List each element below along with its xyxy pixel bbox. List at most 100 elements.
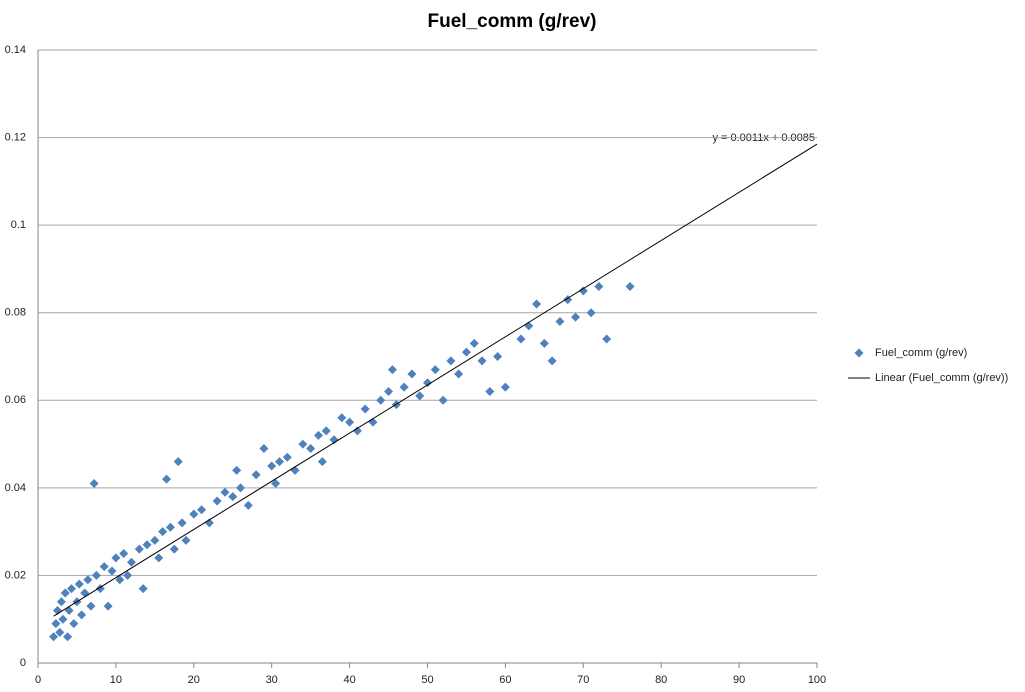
- point: [126, 557, 136, 567]
- y-tick-label: 0.14: [5, 44, 26, 56]
- point: [317, 457, 327, 467]
- x-tick-label: 100: [808, 674, 826, 686]
- point: [173, 457, 183, 467]
- point: [228, 492, 238, 502]
- point: [282, 452, 292, 462]
- point: [220, 487, 230, 497]
- point: [66, 584, 76, 594]
- point: [555, 316, 565, 326]
- x-tick-label: 10: [110, 674, 122, 686]
- y-tick-label: 0.08: [5, 307, 26, 319]
- x-tick-label: 40: [343, 674, 355, 686]
- point: [103, 601, 113, 611]
- point: [123, 570, 133, 580]
- chart-title: Fuel_comm (g/rev): [428, 11, 597, 32]
- point: [189, 509, 199, 519]
- x-tick-label: 60: [499, 674, 511, 686]
- point: [267, 461, 277, 471]
- point: [415, 391, 425, 401]
- point: [271, 478, 281, 488]
- point: [86, 601, 96, 611]
- point: [63, 632, 73, 642]
- point: [547, 356, 557, 366]
- point: [321, 426, 331, 436]
- point: [500, 382, 510, 392]
- trendline: [53, 143, 818, 617]
- point: [99, 562, 109, 572]
- x-tick-label: 70: [577, 674, 589, 686]
- point: [407, 369, 417, 379]
- point: [142, 540, 152, 550]
- point: [532, 299, 542, 309]
- point: [89, 478, 99, 488]
- point: [438, 395, 448, 405]
- point: [74, 579, 84, 589]
- point: [91, 570, 101, 580]
- y-tick-label: 0.1: [11, 219, 26, 231]
- point: [461, 347, 471, 357]
- legend-swatch: [854, 348, 864, 358]
- point: [625, 281, 635, 291]
- point: [516, 334, 526, 344]
- point: [150, 535, 160, 545]
- point: [399, 382, 409, 392]
- point: [345, 417, 355, 427]
- point: [115, 575, 125, 585]
- point: [360, 404, 370, 414]
- point: [119, 549, 129, 559]
- point: [571, 312, 581, 322]
- point: [313, 430, 323, 440]
- point: [177, 518, 187, 528]
- legend-label: Linear (Fuel_comm (g/rev)): [875, 372, 1008, 384]
- point: [423, 378, 432, 388]
- x-tick-label: 50: [421, 674, 433, 686]
- point: [306, 443, 316, 453]
- point: [77, 610, 87, 620]
- point: [181, 535, 191, 545]
- point: [594, 281, 604, 291]
- point: [298, 439, 308, 449]
- point: [56, 597, 66, 607]
- point: [64, 605, 74, 615]
- point: [485, 387, 495, 397]
- point: [197, 505, 207, 515]
- x-tick-label: 80: [655, 674, 667, 686]
- point: [107, 566, 117, 576]
- point: [162, 474, 172, 484]
- point: [138, 584, 148, 594]
- x-tick-label: 30: [266, 674, 278, 686]
- point: [602, 334, 612, 344]
- point: [539, 338, 549, 348]
- point: [169, 544, 179, 554]
- y-tick-label: 0.06: [5, 394, 26, 406]
- point: [586, 308, 596, 318]
- point: [236, 483, 246, 493]
- point: [58, 614, 68, 624]
- point: [454, 369, 464, 379]
- point: [384, 387, 394, 397]
- point: [446, 356, 456, 366]
- point: [274, 457, 284, 467]
- x-tick-label: 0: [35, 674, 41, 686]
- point: [469, 338, 479, 348]
- point: [251, 470, 261, 480]
- y-tick-label: 0.02: [5, 569, 26, 581]
- point: [578, 286, 588, 296]
- point: [387, 365, 397, 375]
- point: [83, 575, 93, 585]
- point: [493, 352, 503, 361]
- point: [55, 627, 65, 637]
- point: [259, 443, 269, 453]
- point: [352, 426, 362, 436]
- x-tick-label: 90: [733, 674, 745, 686]
- point: [111, 553, 121, 563]
- point: [477, 356, 487, 366]
- legend-label: Fuel_comm (g/rev): [875, 347, 967, 359]
- point: [154, 553, 164, 563]
- point: [80, 588, 90, 598]
- point: [60, 588, 70, 598]
- point: [165, 522, 175, 532]
- point: [376, 395, 386, 405]
- point: [430, 365, 440, 375]
